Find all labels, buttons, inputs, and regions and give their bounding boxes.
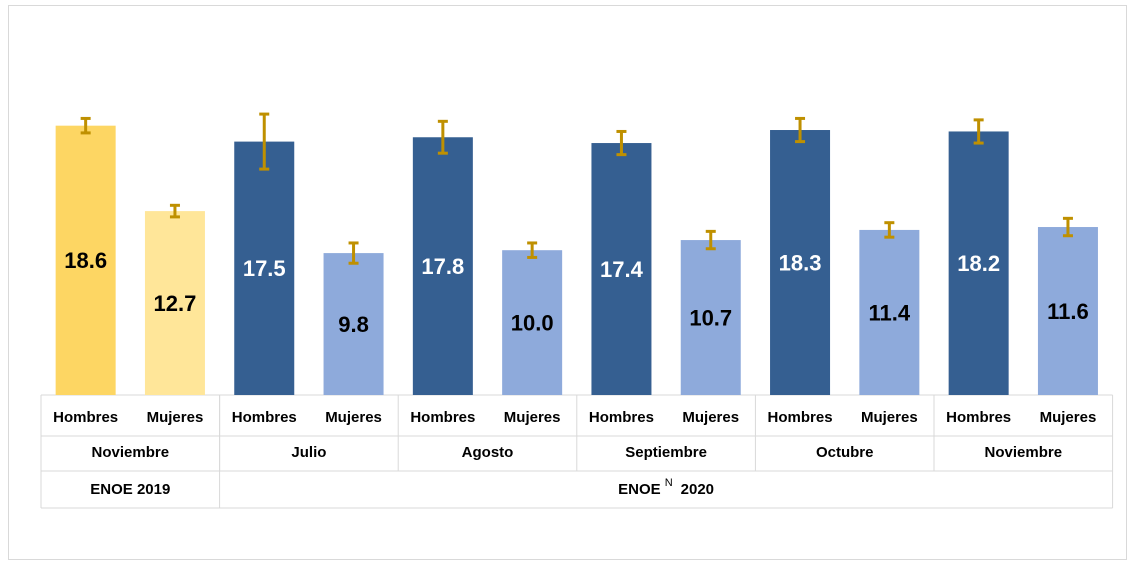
value-label: 11.6 xyxy=(1047,299,1089,324)
x-tick-label: Mujeres xyxy=(504,409,561,426)
value-label: 17.8 xyxy=(421,254,464,279)
x-tick-label: Mujeres xyxy=(1040,409,1097,426)
value-label: 9.8 xyxy=(338,312,369,337)
x-tick-label: Hombres xyxy=(410,409,475,426)
survey-label: ENOE N 2020 xyxy=(618,477,714,498)
bar xyxy=(680,240,741,395)
x-tick-label: Hombres xyxy=(589,409,654,426)
x-tick-label: Hombres xyxy=(946,409,1011,426)
error-bar xyxy=(1062,216,1073,238)
value-label: 18.3 xyxy=(779,250,822,275)
error-bar xyxy=(527,241,538,259)
error-bar xyxy=(348,241,359,265)
value-label: 17.4 xyxy=(600,257,644,282)
survey-year: 2020 xyxy=(681,481,714,498)
month-label: Septiembre xyxy=(625,444,707,461)
x-tick-label: Hombres xyxy=(232,409,297,426)
bar xyxy=(591,143,652,395)
x-tick-label: Mujeres xyxy=(861,409,918,426)
survey-name: ENOE xyxy=(618,481,661,498)
value-label: 18.2 xyxy=(957,251,1000,276)
value-label: 12.7 xyxy=(154,291,197,316)
month-label: Noviembre xyxy=(92,444,170,461)
value-label: 10.0 xyxy=(511,310,554,335)
survey-superscript: N xyxy=(665,477,673,489)
bar xyxy=(502,250,563,395)
x-tick-label: Hombres xyxy=(53,409,118,426)
bar xyxy=(55,125,116,395)
month-label: Julio xyxy=(291,444,326,461)
value-label: 18.6 xyxy=(64,248,107,273)
month-label: Noviembre xyxy=(985,444,1063,461)
bar xyxy=(323,253,384,395)
error-bar xyxy=(705,229,716,251)
bar xyxy=(412,137,473,396)
error-bar xyxy=(973,118,984,145)
bar xyxy=(144,211,205,395)
bar xyxy=(770,130,831,396)
survey-name: ENOE 2019 xyxy=(90,481,170,498)
survey-label: ENOE 2019 xyxy=(90,481,170,498)
value-label: 17.5 xyxy=(243,256,286,281)
month-label: Agosto xyxy=(462,444,514,461)
bar xyxy=(948,131,1009,396)
error-bar xyxy=(80,116,91,135)
bar xyxy=(1037,227,1098,395)
error-bar xyxy=(259,112,270,171)
error-bar xyxy=(795,116,806,144)
error-bar xyxy=(884,221,895,239)
bar xyxy=(234,141,295,395)
error-bar xyxy=(616,129,627,157)
x-tick-label: Mujeres xyxy=(147,409,204,426)
x-tick-label: Hombres xyxy=(768,409,833,426)
month-label: Octubre xyxy=(816,444,874,461)
error-bar xyxy=(437,119,448,155)
value-label: 10.7 xyxy=(689,305,732,330)
value-label: 11.4 xyxy=(869,300,911,325)
x-tick-label: Mujeres xyxy=(325,409,382,426)
error-bar xyxy=(169,203,180,219)
bar xyxy=(859,229,920,395)
x-tick-label: Mujeres xyxy=(682,409,739,426)
